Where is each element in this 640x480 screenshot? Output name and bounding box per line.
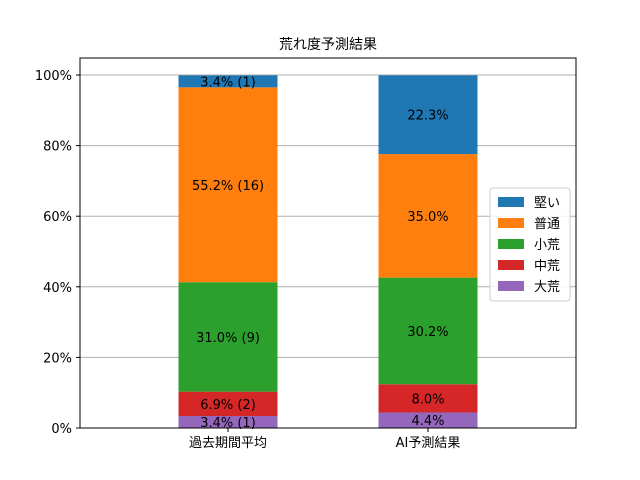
segment-label: 3.4% (1) (200, 416, 256, 431)
y-tick-label: 40% (43, 281, 72, 296)
bar-segment (378, 75, 478, 155)
bars (178, 75, 478, 428)
segment-labels: 3.4% (1) 6.9% (2) 31.0% (9) 55.2% (16) 3.4% … (192, 75, 449, 431)
segment-label: 30.2% (407, 325, 448, 340)
legend-box (489, 187, 571, 302)
legend-label: 小荒 (534, 238, 560, 253)
legend-swatch (498, 239, 524, 249)
x-tick-label: AI予測結果 (396, 436, 461, 451)
segment-label: 31.0% (9) (196, 331, 260, 346)
legend-swatch (498, 218, 524, 228)
y-tick-label: 0% (51, 422, 72, 437)
legend-swatch (498, 281, 524, 291)
legend-label: 中荒 (534, 259, 560, 274)
bar-segment (378, 412, 478, 428)
bar-segment (178, 391, 278, 416)
y-axis: 0% 20% 40% 60% 80% 100% (35, 69, 80, 437)
segment-label: 4.4% (411, 414, 444, 429)
plot-frame (79, 57, 577, 429)
segment-label: 22.3% (407, 109, 448, 124)
segment-label: 35.0% (407, 210, 448, 225)
x-axis: 過去期間平均 AI予測結果 (189, 428, 460, 451)
bar-segment (178, 87, 278, 283)
x-tick-label: 過去期間平均 (189, 436, 267, 451)
y-tick-label: 60% (43, 210, 72, 225)
bar-segment (378, 384, 478, 413)
legend-label: 普通 (534, 217, 560, 232)
segment-label: 3.4% (1) (200, 75, 256, 90)
legend-swatch (498, 260, 524, 270)
segment-label: 8.0% (411, 392, 444, 407)
bar-segment (378, 154, 478, 278)
bar-segment (178, 75, 278, 88)
bar-segment (178, 415, 278, 428)
legend-label: 大荒 (534, 280, 560, 295)
bar-segment (378, 277, 478, 385)
chart-title: 荒れ度予測結果 (279, 37, 377, 53)
segment-label: 6.9% (2) (200, 398, 256, 413)
y-tick-label: 20% (43, 351, 72, 366)
y-tick-label: 100% (35, 69, 72, 84)
segment-label: 55.2% (16) (192, 179, 264, 194)
legend-label: 堅い (534, 196, 560, 211)
legend-swatch (498, 197, 524, 207)
bar-segment (178, 282, 278, 392)
y-tick-label: 80% (43, 140, 72, 155)
